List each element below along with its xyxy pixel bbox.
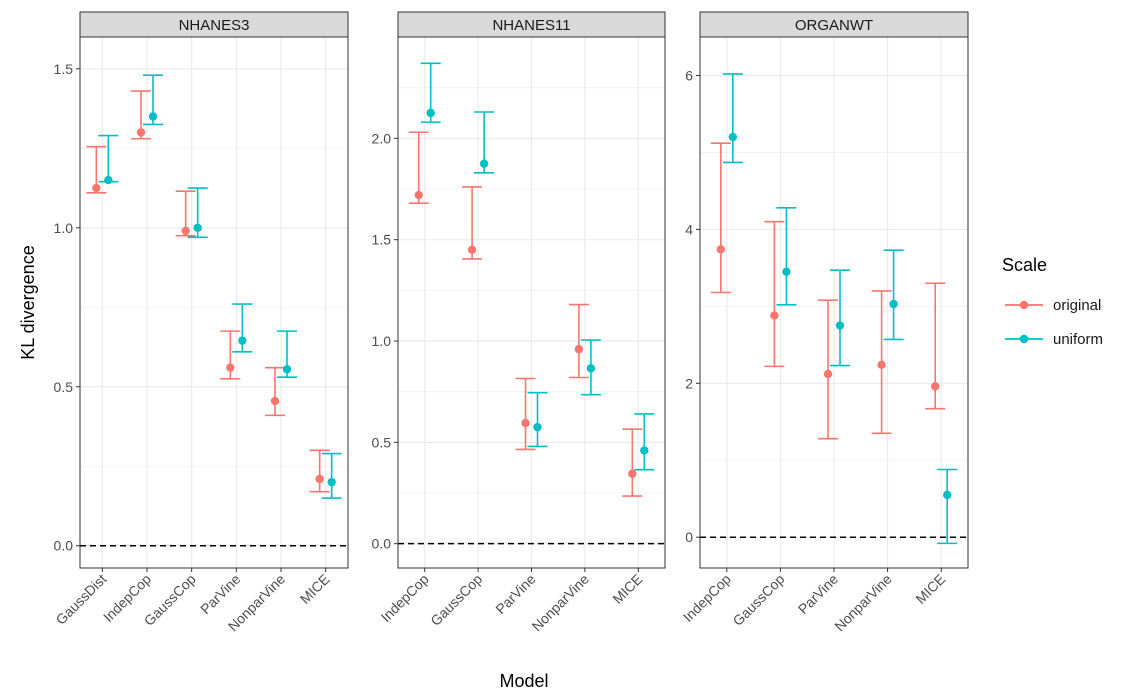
- y-tick-label-nhanes3: 1.5: [54, 61, 74, 77]
- y-tick-label-organwt: 2: [685, 375, 693, 391]
- data-point-original-organwt: [770, 311, 779, 320]
- y-axis-title: KL divergence: [18, 245, 38, 359]
- facet-strip-nhanes11: [397, 11, 666, 38]
- data-point-original-nhanes3: [226, 363, 235, 372]
- data-point-original-nhanes3: [92, 183, 101, 193]
- x-axis-title: Model: [499, 671, 548, 691]
- data-point-uniform-nhanes3: [148, 112, 158, 121]
- y-tick-label-organwt: 6: [685, 67, 693, 83]
- data-point-uniform-nhanes11: [640, 446, 649, 455]
- data-point-uniform-organwt: [889, 299, 898, 309]
- legend-title: Scale: [1002, 255, 1047, 275]
- data-point-original-nhanes3: [181, 226, 190, 236]
- data-point-original-organwt: [877, 360, 886, 370]
- data-point-uniform-organwt: [835, 321, 845, 330]
- x-tick-label-nhanes11: ParVine: [492, 571, 539, 618]
- x-tick-label-nhanes11: NonparVine: [529, 571, 593, 635]
- data-point-uniform-nhanes3: [193, 223, 202, 232]
- x-tick-label-nhanes11: MICE: [609, 571, 645, 607]
- y-tick-label-nhanes11: 0.5: [372, 434, 392, 450]
- data-point-uniform-nhanes3: [327, 477, 336, 487]
- data-point-original-nhanes11: [414, 190, 423, 200]
- x-tick-label-nhanes3: MICE: [297, 571, 333, 607]
- data-point-uniform-organwt: [943, 490, 952, 500]
- data-point-uniform-nhanes3: [282, 365, 292, 374]
- x-tick-label-organwt: MICE: [912, 571, 948, 607]
- data-point-original-nhanes3: [270, 396, 280, 406]
- data-point-original-nhanes11: [574, 344, 584, 354]
- x-tick-label-organwt: ParVine: [795, 571, 842, 618]
- facet-title-nhanes3: NHANES3: [179, 17, 250, 34]
- facet-title-nhanes11: NHANES11: [492, 17, 570, 34]
- y-tick-label-organwt: 4: [685, 221, 693, 237]
- data-point-original-nhanes3: [136, 128, 146, 137]
- facet-strip-nhanes3: [79, 11, 349, 38]
- y-tick-label-nhanes3: 0.5: [54, 379, 74, 395]
- x-tick-label-nhanes11: IndepCop: [378, 571, 432, 625]
- y-tick-label-nhanes11: 2.0: [372, 130, 392, 146]
- x-tick-label-organwt: GaussCop: [729, 571, 787, 629]
- data-point-original-nhanes11: [521, 418, 530, 428]
- facet-title-organwt: ORGANWT: [795, 17, 873, 34]
- panel-background-nhanes3: [80, 37, 348, 568]
- legend-key-point-original: [1019, 300, 1029, 310]
- x-tick-label-organwt: NonparVine: [831, 571, 895, 635]
- x-tick-label-organwt: IndepCop: [680, 571, 734, 625]
- legend-key-point-uniform: [1019, 334, 1029, 344]
- data-point-uniform-nhanes3: [238, 336, 247, 345]
- facet-strip-organwt: [699, 11, 969, 38]
- data-point-uniform-nhanes11: [479, 159, 489, 168]
- data-point-original-nhanes3: [315, 474, 324, 484]
- data-point-original-organwt: [716, 245, 725, 254]
- data-point-uniform-organwt: [782, 267, 791, 276]
- x-tick-label-nhanes11: GaussCop: [427, 571, 485, 629]
- y-tick-label-nhanes3: 0.0: [54, 538, 74, 554]
- y-tick-label-nhanes11: 0.0: [372, 536, 392, 552]
- legend-label-original: original: [1053, 297, 1101, 314]
- data-point-original-organwt: [823, 369, 833, 379]
- x-tick-label-nhanes3: GaussDist: [52, 571, 109, 628]
- y-tick-label-nhanes11: 1.5: [372, 232, 392, 248]
- y-tick-label-nhanes3: 1.0: [54, 220, 74, 236]
- y-tick-label-organwt: 0: [685, 529, 693, 545]
- data-point-original-organwt: [931, 382, 940, 391]
- data-point-uniform-nhanes11: [586, 364, 596, 373]
- data-point-uniform-organwt: [728, 132, 737, 142]
- data-point-uniform-nhanes3: [104, 175, 113, 185]
- y-tick-label-nhanes11: 1.0: [372, 333, 392, 349]
- data-point-uniform-nhanes11: [426, 108, 435, 118]
- legend-label-uniform: uniform: [1053, 331, 1103, 348]
- data-point-original-nhanes11: [467, 245, 477, 255]
- data-point-uniform-nhanes11: [533, 422, 542, 432]
- data-point-original-nhanes11: [628, 469, 637, 478]
